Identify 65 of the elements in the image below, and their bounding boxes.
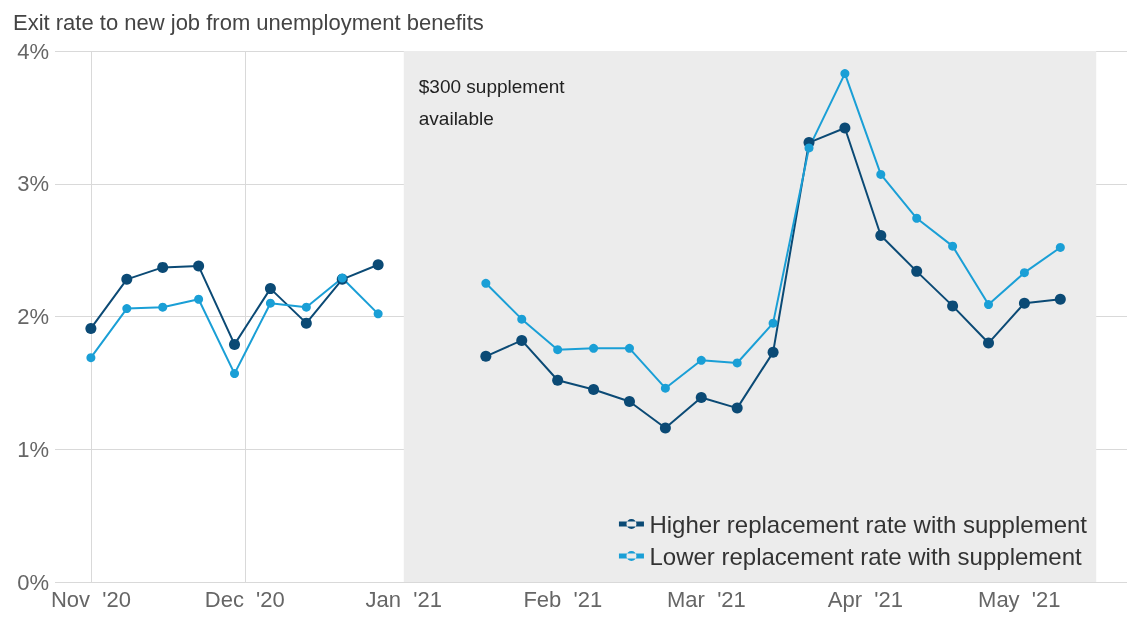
y-tick-label: 4% <box>17 38 49 64</box>
point <box>947 300 959 312</box>
point <box>1055 242 1065 252</box>
point <box>659 422 671 434</box>
point <box>1054 293 1066 305</box>
point <box>731 402 743 414</box>
point <box>157 261 169 273</box>
point <box>158 302 168 312</box>
point <box>194 294 204 304</box>
x-tick-label: Apr '21 <box>827 586 903 612</box>
point <box>911 265 923 277</box>
point <box>553 345 563 355</box>
legend-label: Higher replacement rate with supplement <box>649 510 1088 538</box>
point <box>876 169 886 179</box>
point <box>660 383 670 393</box>
point <box>264 283 276 295</box>
point <box>1019 268 1029 278</box>
y-tick-label: 3% <box>17 171 49 197</box>
point <box>552 374 564 386</box>
legend-label: Lower replacement rate with supplement <box>649 542 1082 570</box>
x-tick-label: Jan '21 <box>365 586 442 612</box>
point <box>1018 297 1030 309</box>
point <box>768 318 778 328</box>
x-tick-label: Mar '21 <box>667 586 746 612</box>
point <box>624 343 634 353</box>
y-tick-label: 2% <box>17 304 49 329</box>
point <box>839 122 851 134</box>
x-tick-label: Nov '20 <box>50 586 131 612</box>
point <box>804 143 814 153</box>
chart-title: Exit rate to new job from unemployment benefits <box>13 9 484 35</box>
point <box>373 309 383 319</box>
point <box>229 338 241 350</box>
point <box>85 322 97 334</box>
point <box>86 353 96 363</box>
point <box>695 391 707 403</box>
point <box>300 317 312 329</box>
y-tick-label: 1% <box>17 436 49 462</box>
point <box>481 278 491 288</box>
point <box>372 259 384 271</box>
point <box>516 334 528 346</box>
point <box>589 343 599 353</box>
point <box>840 69 850 79</box>
point <box>301 302 311 312</box>
point <box>875 230 887 242</box>
point <box>948 241 958 251</box>
point <box>193 260 205 272</box>
point <box>230 369 240 379</box>
point <box>983 337 995 349</box>
point <box>767 346 779 358</box>
point <box>265 298 275 308</box>
point <box>517 314 527 324</box>
y-tick-label: 0% <box>17 569 49 595</box>
point <box>122 304 132 314</box>
x-tick-label: Feb '21 <box>523 586 603 612</box>
point <box>732 358 742 368</box>
band-label: $300 supplement available <box>418 75 570 129</box>
point <box>480 350 492 362</box>
x-tick-label: May '21 <box>978 586 1061 612</box>
point <box>984 300 994 310</box>
point <box>623 395 635 407</box>
point <box>121 273 133 285</box>
point <box>696 355 706 365</box>
point <box>912 213 922 223</box>
x-tick-label: Dec '20 <box>204 586 285 612</box>
point <box>588 384 600 396</box>
